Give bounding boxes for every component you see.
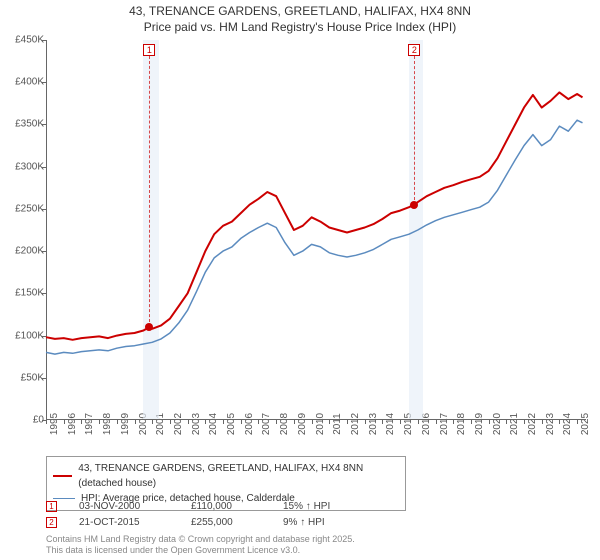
sales-row: 2 21-OCT-2015 £255,000 9% ↑ HPI: [46, 514, 363, 530]
sale-price: £110,000: [191, 501, 261, 512]
sales-row: 1 03-NOV-2000 £110,000 15% ↑ HPI: [46, 498, 363, 514]
ytick-label: £400K: [0, 77, 44, 88]
ytick-label: £450K: [0, 35, 44, 46]
ytick-label: £300K: [0, 161, 44, 172]
title-line-2: Price paid vs. HM Land Registry's House …: [0, 20, 600, 36]
legend-row: 43, TRENANCE GARDENS, GREETLAND, HALIFAX…: [53, 461, 399, 491]
sale-price: £255,000: [191, 517, 261, 528]
sale-hpi: 9% ↑ HPI: [283, 517, 363, 528]
series-line: [46, 92, 583, 339]
title-block: 43, TRENANCE GARDENS, GREETLAND, HALIFAX…: [0, 0, 600, 35]
ytick-label: £350K: [0, 119, 44, 130]
ytick-label: £250K: [0, 203, 44, 214]
sale-marker-badge: 2: [46, 517, 57, 528]
ytick-label: £100K: [0, 330, 44, 341]
series-line: [46, 120, 583, 354]
ytick-label: £0: [0, 415, 44, 426]
footer: Contains HM Land Registry data © Crown c…: [46, 534, 355, 556]
sales-table: 1 03-NOV-2000 £110,000 15% ↑ HPI 2 21-OC…: [46, 498, 363, 530]
chart-container: 43, TRENANCE GARDENS, GREETLAND, HALIFAX…: [0, 0, 600, 560]
footer-line-2: This data is licensed under the Open Gov…: [46, 545, 355, 556]
sale-date: 21-OCT-2015: [79, 517, 169, 528]
plot-svg: [46, 40, 586, 420]
legend-label: 43, TRENANCE GARDENS, GREETLAND, HALIFAX…: [78, 461, 399, 491]
title-line-1: 43, TRENANCE GARDENS, GREETLAND, HALIFAX…: [0, 4, 600, 20]
legend-swatch: [53, 475, 72, 477]
sale-date: 03-NOV-2000: [79, 501, 169, 512]
sale-hpi: 15% ↑ HPI: [283, 501, 363, 512]
ytick-label: £200K: [0, 246, 44, 257]
ytick-label: £150K: [0, 288, 44, 299]
ytick-label: £50K: [0, 372, 44, 383]
footer-line-1: Contains HM Land Registry data © Crown c…: [46, 534, 355, 545]
sale-marker-badge: 1: [46, 501, 57, 512]
